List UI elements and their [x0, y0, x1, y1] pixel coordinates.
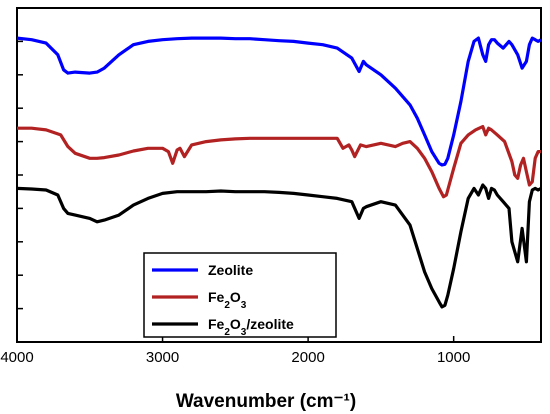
legend-label: Zeolite: [208, 262, 253, 278]
x-ticks: 4000 3000 2000 1000: [0, 336, 470, 366]
legend-label: Fe2O3/zeolite: [208, 316, 294, 338]
legend: Zeolite Fe2O3 Fe2O3/zeolite: [143, 252, 337, 338]
x-tick-label: 2000: [291, 349, 324, 366]
series-line: [17, 125, 541, 199]
series-line: [16, 183, 542, 309]
x-tick-label: 1000: [437, 349, 470, 366]
series-layer: [16, 36, 542, 309]
x-tick-label: 4000: [0, 349, 33, 366]
x-axis-label: Wavenumber (cm⁻¹): [176, 391, 356, 412]
series-line: [16, 36, 542, 167]
legend-label: Fe2O3: [208, 289, 247, 311]
x-tick-label: 3000: [146, 349, 179, 366]
y-ticks: [17, 40, 23, 310]
